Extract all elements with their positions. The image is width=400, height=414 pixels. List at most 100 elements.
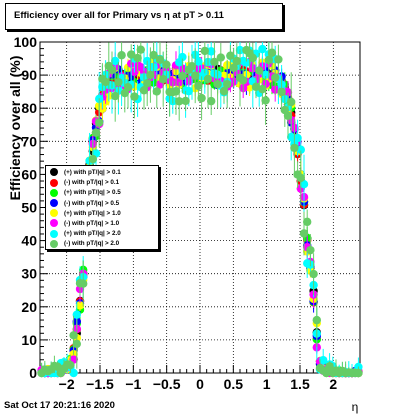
data-point	[200, 46, 209, 56]
data-point	[91, 128, 101, 137]
data-point	[319, 355, 328, 365]
data-point	[312, 315, 321, 325]
data-point	[95, 118, 104, 127]
data-point	[146, 70, 155, 80]
legend-label: (-) with pT/|q| > 1.0	[64, 220, 120, 227]
data-point	[293, 133, 302, 143]
y-tick-label: 80	[21, 100, 37, 116]
legend-entry: (-) with pT/|q| > 2.0	[50, 239, 119, 249]
legend-entry: (+) with pT/|q| > 0.1	[50, 168, 121, 178]
data-point	[69, 331, 78, 340]
data-point	[178, 52, 187, 62]
data-point	[79, 279, 88, 288]
x-tick-label: −1.5	[86, 376, 114, 392]
x-tick-label: 1	[263, 376, 271, 392]
data-point	[207, 96, 216, 106]
data-point	[303, 217, 312, 227]
legend-entry: (+) with pT/|q| > 0.5	[50, 188, 121, 198]
series-7	[37, 42, 363, 378]
legend: (+) with pT/|q| > 0.1 (-) with pT/|q| > 0…	[45, 165, 159, 250]
data-point	[101, 77, 110, 87]
data-point	[210, 57, 219, 67]
data-point	[290, 143, 299, 153]
chart-title: Efficiency over all for Primary vs η at …	[14, 10, 224, 21]
legend-label: (+) with pT/|q| > 0.1	[64, 169, 121, 176]
data-point	[242, 58, 251, 67]
legend-label: (+) with pT/|q| > 1.0	[64, 209, 121, 217]
legend-marker	[50, 188, 58, 197]
data-point	[139, 86, 149, 95]
data-point	[216, 53, 225, 62]
legend-label: (+) with pT/|q| > 0.5	[64, 189, 121, 197]
data-point	[197, 93, 206, 103]
data-point	[75, 301, 85, 310]
chart-title-box: Efficiency over all for Primary vs η at …	[5, 3, 283, 30]
data-point	[184, 86, 193, 96]
data-point	[175, 97, 184, 106]
legend-label: (+) with pT/|q| > 2.0	[64, 230, 121, 238]
data-point	[187, 61, 197, 71]
data-point	[296, 145, 305, 154]
data-point	[191, 71, 200, 80]
y-axis-label: Efficiency over all (%)	[7, 56, 23, 201]
data-point	[194, 57, 203, 66]
data-point	[232, 56, 241, 66]
y-tick-label: 50	[21, 200, 37, 216]
x-axis-label: η	[352, 400, 359, 414]
data-point	[111, 56, 120, 66]
y-tick-label: 70	[21, 133, 37, 149]
legend-label: (-) with pT/|q| > 0.1	[64, 179, 120, 187]
data-point	[267, 48, 277, 57]
data-point	[127, 50, 136, 59]
data-point	[69, 368, 78, 378]
y-tick-label: 100	[14, 34, 38, 50]
data-point	[130, 92, 139, 101]
x-tick-label: 1.5	[290, 376, 310, 392]
data-point	[181, 96, 190, 106]
legend-entry: (-) with pT/|q| > 1.0	[50, 219, 119, 229]
y-tick-label: 20	[21, 299, 37, 315]
data-point	[133, 53, 142, 63]
y-tick-label: 40	[21, 233, 37, 249]
data-point	[296, 173, 305, 183]
data-point	[111, 91, 120, 101]
data-point	[123, 82, 133, 92]
data-point	[229, 63, 238, 72]
legend-label: (-) with pT/|q| > 2.0	[64, 240, 120, 248]
legend-entry: (+) with pT/|q| > 1.0	[50, 209, 121, 219]
legend-marker	[50, 168, 58, 177]
data-point	[226, 51, 235, 60]
x-tick-label: 0.5	[224, 376, 244, 392]
data-point	[72, 310, 82, 319]
data-point	[171, 87, 181, 96]
data-point	[117, 51, 126, 60]
legend-label: (-) with pT/|q| > 0.5	[64, 199, 120, 207]
y-tick-label: 10	[21, 332, 37, 348]
data-point	[219, 86, 229, 96]
legend-marker	[50, 239, 58, 248]
data-point	[149, 50, 158, 60]
data-point	[136, 45, 145, 54]
data-point	[261, 96, 270, 105]
y-tick-label: 60	[21, 166, 37, 182]
data-point	[258, 84, 267, 94]
data-point	[299, 179, 309, 189]
legend-entry: (-) with pT/|q| > 0.1	[50, 178, 119, 188]
data-point	[322, 368, 331, 378]
data-point	[155, 55, 165, 64]
data-point	[66, 360, 75, 370]
data-point	[274, 55, 283, 64]
x-tick-label: 2	[329, 376, 337, 392]
data-point	[72, 339, 82, 349]
data-point	[114, 77, 123, 87]
legend-marker	[50, 209, 58, 218]
legend-entry: (-) with pT/|q| > 0.5	[50, 198, 120, 209]
data-point	[261, 70, 270, 79]
y-tick-label: 0	[29, 365, 37, 381]
data-point	[287, 132, 296, 142]
data-point	[251, 82, 261, 92]
data-point	[277, 87, 286, 97]
data-point	[239, 76, 248, 85]
data-point	[88, 154, 98, 164]
legend-marker	[50, 198, 58, 207]
